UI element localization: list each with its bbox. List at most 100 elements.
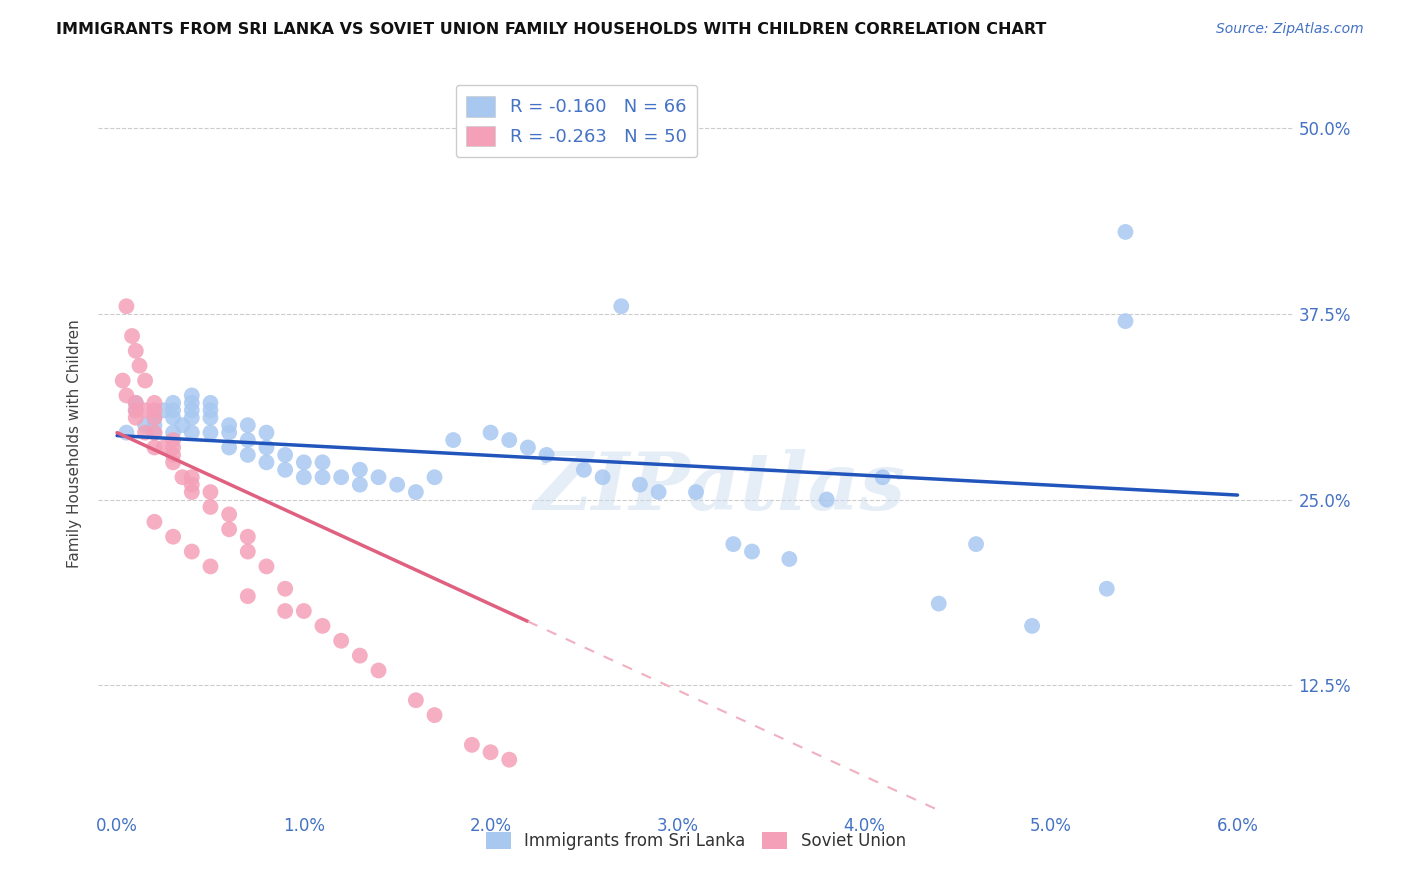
Point <box>111 374 134 388</box>
Point <box>180 485 202 500</box>
Point <box>349 477 371 491</box>
Point <box>218 441 240 455</box>
Point <box>115 299 138 313</box>
Point <box>143 425 166 440</box>
Point <box>143 515 166 529</box>
Point <box>256 559 278 574</box>
Point <box>815 492 838 507</box>
Point <box>236 448 259 462</box>
Point <box>349 463 371 477</box>
Point <box>162 403 184 417</box>
Point <box>498 753 520 767</box>
Point <box>218 418 240 433</box>
Point <box>330 470 353 484</box>
Text: ZIPatlas: ZIPatlas <box>534 450 905 526</box>
Point <box>292 604 315 618</box>
Point <box>441 433 464 447</box>
Point <box>143 410 166 425</box>
Point <box>121 329 143 343</box>
Point <box>200 396 222 410</box>
Point <box>115 388 138 402</box>
Point <box>180 396 202 410</box>
Point <box>685 485 707 500</box>
Point <box>536 448 558 462</box>
Point <box>516 441 538 455</box>
Point <box>1114 314 1136 328</box>
Point <box>872 470 894 484</box>
Point <box>385 477 409 491</box>
Point <box>498 433 520 447</box>
Text: IMMIGRANTS FROM SRI LANKA VS SOVIET UNION FAMILY HOUSEHOLDS WITH CHILDREN CORREL: IMMIGRANTS FROM SRI LANKA VS SOVIET UNIO… <box>56 22 1046 37</box>
Point <box>236 418 259 433</box>
Point <box>162 433 184 447</box>
Point <box>405 693 427 707</box>
Point <box>172 470 194 484</box>
Point <box>134 374 156 388</box>
Point <box>134 418 156 433</box>
Point <box>236 589 259 603</box>
Point <box>143 418 166 433</box>
Point <box>1021 619 1043 633</box>
Point <box>172 418 194 433</box>
Point <box>236 530 259 544</box>
Point <box>115 425 138 440</box>
Point <box>200 403 222 417</box>
Point <box>330 633 353 648</box>
Point <box>152 441 174 455</box>
Point <box>311 470 333 484</box>
Point <box>125 403 148 417</box>
Point <box>423 470 446 484</box>
Point <box>180 388 202 402</box>
Point <box>180 544 202 558</box>
Point <box>143 403 166 417</box>
Point <box>218 522 240 536</box>
Text: Source: ZipAtlas.com: Source: ZipAtlas.com <box>1216 22 1364 37</box>
Point <box>778 552 800 566</box>
Point <box>134 425 156 440</box>
Point <box>218 425 240 440</box>
Point <box>461 738 484 752</box>
Point <box>349 648 371 663</box>
Point <box>311 619 333 633</box>
Point <box>162 448 184 462</box>
Point <box>367 470 389 484</box>
Point <box>180 410 202 425</box>
Point <box>162 396 184 410</box>
Point <box>162 441 184 455</box>
Point <box>125 343 148 358</box>
Point <box>200 485 222 500</box>
Point <box>162 410 184 425</box>
Point <box>143 425 166 440</box>
Point <box>479 425 502 440</box>
Point <box>256 455 278 469</box>
Point <box>152 403 174 417</box>
Point <box>274 463 297 477</box>
Point <box>479 745 502 759</box>
Point <box>180 425 202 440</box>
Legend: Immigrants from Sri Lanka, Soviet Union: Immigrants from Sri Lanka, Soviet Union <box>479 825 912 856</box>
Point <box>256 441 278 455</box>
Point <box>143 410 166 425</box>
Point <box>125 396 148 410</box>
Point <box>965 537 987 551</box>
Point <box>1095 582 1118 596</box>
Point <box>1114 225 1136 239</box>
Point <box>367 664 389 678</box>
Point <box>741 544 763 558</box>
Point <box>125 403 148 417</box>
Point <box>162 455 184 469</box>
Point <box>405 485 427 500</box>
Point <box>134 403 156 417</box>
Point <box>125 410 148 425</box>
Point <box>180 470 202 484</box>
Point <box>928 597 950 611</box>
Point <box>218 508 240 522</box>
Point <box>200 425 222 440</box>
Point <box>647 485 669 500</box>
Point <box>125 396 148 410</box>
Point <box>292 455 315 469</box>
Point <box>180 477 202 491</box>
Point <box>256 425 278 440</box>
Point <box>610 299 633 313</box>
Point <box>200 500 222 514</box>
